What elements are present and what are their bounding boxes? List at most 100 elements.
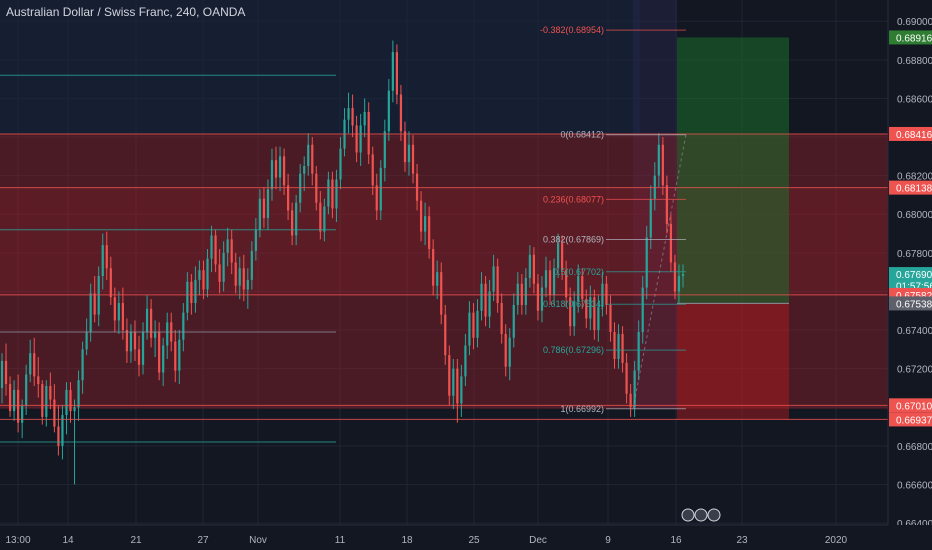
x-tick-label: Nov	[249, 535, 267, 546]
candle-body	[206, 258, 209, 290]
candle-body	[633, 370, 636, 408]
y-tick-label: 0.66600	[897, 480, 932, 491]
candle-body	[242, 268, 245, 290]
candle-body	[395, 52, 399, 95]
zones	[0, 0, 888, 420]
event-icon	[707, 508, 721, 522]
candle-body	[65, 389, 68, 415]
price-tag-label: 01:57:56	[896, 282, 932, 293]
candle-body	[625, 362, 628, 394]
fib-label: 0.786(0.67296)	[543, 345, 604, 355]
candle-body	[657, 144, 660, 176]
candle-body	[605, 283, 608, 305]
y-tick-label: 0.69000	[897, 17, 932, 28]
candle-body	[319, 202, 322, 232]
candle-body	[105, 245, 108, 269]
candle-body	[69, 389, 72, 412]
x-tick-label: 25	[468, 535, 480, 546]
candle-body	[488, 291, 491, 317]
candle-body	[0, 360, 4, 388]
x-tick-label: 18	[401, 535, 413, 546]
candle-body	[339, 148, 342, 180]
candle-body	[117, 303, 120, 321]
y-tick-label: 0.68800	[897, 56, 932, 67]
candle-body	[274, 160, 278, 178]
fib-label: 0.5(0.67702)	[553, 267, 604, 277]
candle-body	[162, 345, 165, 373]
candle-body	[262, 198, 266, 219]
price-tag	[889, 296, 932, 311]
stop-zone	[677, 303, 789, 420]
candle-body	[335, 179, 338, 209]
candle-body	[464, 345, 467, 377]
candle-body	[569, 297, 572, 327]
candle-body	[544, 270, 548, 288]
candle-body	[291, 210, 294, 236]
candle-body	[371, 154, 374, 186]
price-tag-label: 0.67690	[896, 270, 932, 281]
candle-body	[198, 270, 201, 280]
candle-body	[29, 353, 32, 375]
y-tick-label: 0.67200	[897, 365, 932, 376]
candle-body	[214, 235, 217, 265]
candle-body	[101, 245, 104, 277]
candle-body	[423, 216, 427, 232]
candle-body	[363, 111, 366, 126]
candle-body	[278, 156, 282, 178]
fib-label: 0.382(0.67869)	[543, 235, 604, 245]
candle-body	[254, 229, 257, 251]
candle-body	[585, 299, 588, 319]
price-tag-label: 0.67538	[896, 299, 932, 310]
y-tick-label: 0.68600	[897, 94, 932, 105]
candle-body	[407, 144, 411, 163]
candle-body	[331, 179, 334, 209]
event-icon	[681, 508, 695, 522]
candle-body	[182, 312, 185, 340]
candle-body	[226, 239, 229, 253]
candle-body	[53, 399, 56, 427]
candle-body	[452, 368, 455, 396]
fib-trendline	[632, 134, 687, 409]
candle-body	[440, 272, 443, 315]
candle-body	[460, 376, 463, 404]
candle-body	[504, 333, 507, 367]
y-tick-label: 0.68000	[897, 210, 932, 221]
candle-body	[516, 283, 519, 305]
candle-body	[403, 131, 407, 163]
candle-body	[476, 310, 479, 338]
price-tag	[889, 180, 932, 195]
fib-label: 0(0.68412)	[560, 130, 604, 140]
price-tag-label: 0.67010	[896, 401, 932, 412]
candle-body	[536, 283, 540, 311]
candle-body	[266, 189, 270, 219]
candle-body	[411, 144, 415, 174]
candle-body	[234, 262, 237, 286]
x-tick-label: 16	[670, 535, 682, 546]
candle-body	[93, 293, 96, 315]
candle-body	[532, 254, 536, 284]
candle-body	[218, 264, 221, 282]
candle-body	[327, 179, 330, 207]
y-tick-label: 0.67400	[897, 326, 932, 337]
candle-body	[315, 173, 318, 203]
candle-body	[391, 52, 394, 91]
price-tag-label: 0.66937	[896, 415, 932, 426]
candle-body	[178, 339, 181, 371]
candle-body	[419, 200, 423, 232]
candle-body	[61, 414, 64, 446]
candle-body	[383, 131, 386, 168]
candle-body	[286, 185, 290, 211]
price-tag-label: 0.68416	[896, 130, 932, 141]
price-tag-label: 0.68138	[896, 184, 932, 195]
candle-body	[468, 312, 471, 346]
candle-body	[133, 331, 137, 350]
candle-body	[17, 389, 20, 423]
fib-label: 0.618(0.67534)	[543, 299, 604, 309]
candle-body	[311, 144, 314, 174]
price-tag-label: 0.68916	[896, 33, 932, 44]
candle-body	[444, 314, 447, 356]
candle-body	[12, 389, 16, 412]
x-tick-label: 13:00	[5, 535, 30, 546]
candle-body	[323, 206, 326, 232]
